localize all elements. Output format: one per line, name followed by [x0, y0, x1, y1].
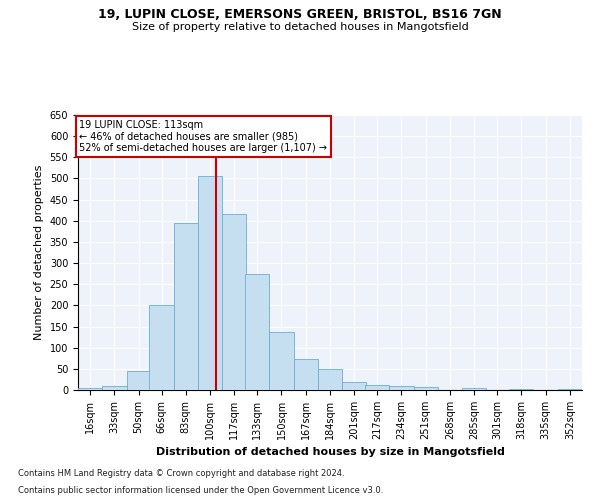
Bar — [127, 371, 151, 390]
Text: 19, LUPIN CLOSE, EMERSONS GREEN, BRISTOL, BS16 7GN: 19, LUPIN CLOSE, EMERSONS GREEN, BRISTOL… — [98, 8, 502, 20]
Bar — [269, 332, 293, 390]
Bar — [342, 382, 367, 390]
Bar — [293, 359, 318, 390]
Bar — [462, 388, 487, 390]
Bar — [389, 386, 413, 390]
Bar — [365, 384, 389, 390]
Bar — [222, 214, 247, 390]
Text: Contains HM Land Registry data © Crown copyright and database right 2024.: Contains HM Land Registry data © Crown c… — [18, 468, 344, 477]
Bar — [509, 388, 533, 390]
Bar — [318, 369, 342, 390]
Bar — [413, 387, 438, 390]
Y-axis label: Number of detached properties: Number of detached properties — [34, 165, 44, 340]
Text: Size of property relative to detached houses in Mangotsfield: Size of property relative to detached ho… — [131, 22, 469, 32]
Bar — [198, 176, 222, 390]
Bar — [78, 388, 102, 390]
Bar — [558, 389, 582, 390]
Bar — [102, 386, 127, 390]
Bar — [245, 274, 269, 390]
Text: Contains public sector information licensed under the Open Government Licence v3: Contains public sector information licen… — [18, 486, 383, 495]
Text: 19 LUPIN CLOSE: 113sqm
← 46% of detached houses are smaller (985)
52% of semi-de: 19 LUPIN CLOSE: 113sqm ← 46% of detached… — [79, 120, 328, 154]
Bar — [173, 223, 198, 390]
Bar — [149, 306, 173, 390]
X-axis label: Distribution of detached houses by size in Mangotsfield: Distribution of detached houses by size … — [155, 448, 505, 458]
